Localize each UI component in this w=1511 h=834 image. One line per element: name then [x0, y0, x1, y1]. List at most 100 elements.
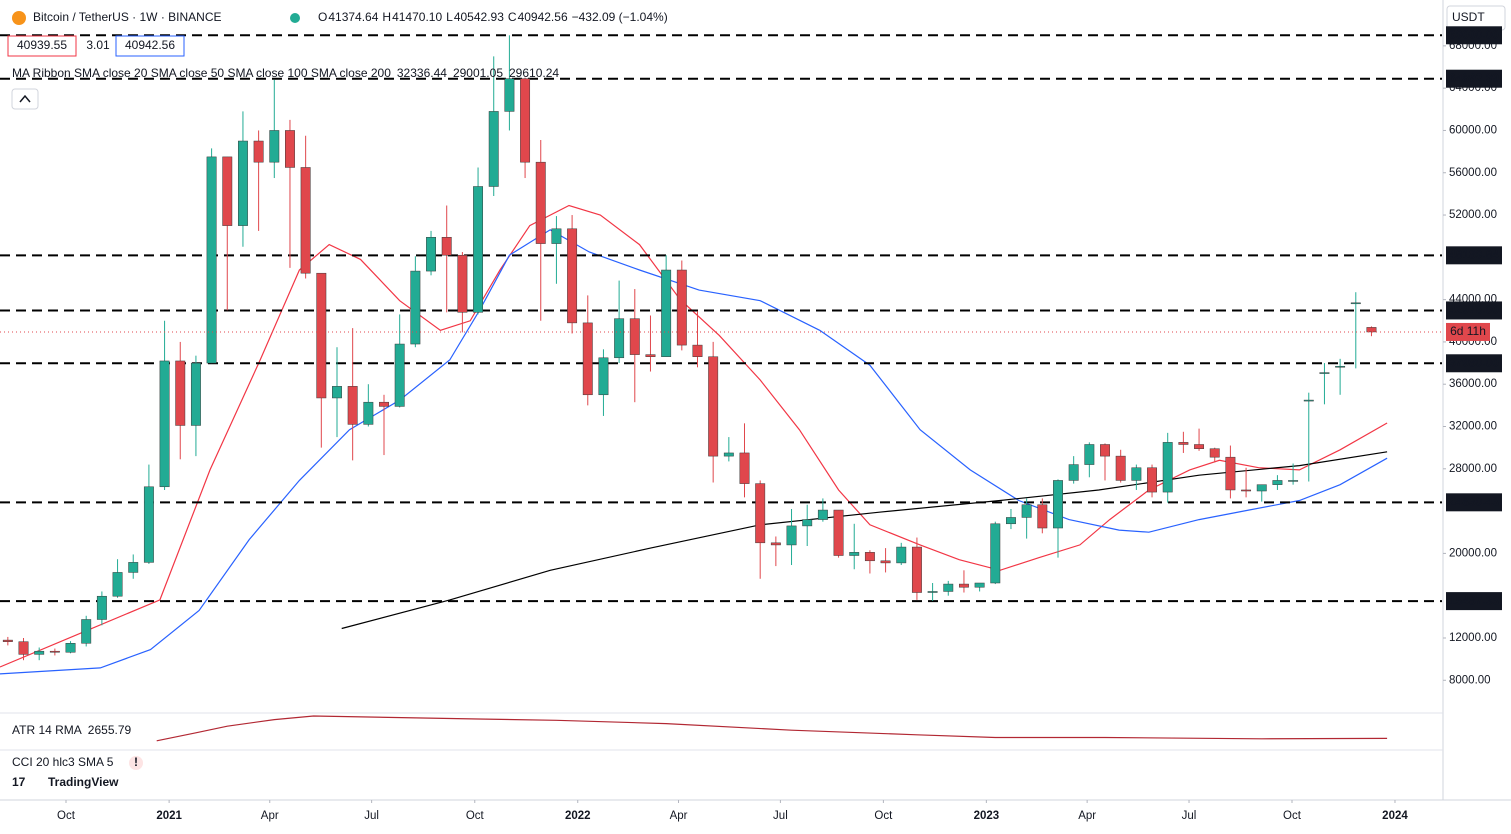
- candle-body: [2, 639, 13, 642]
- bid-box: [7, 35, 77, 57]
- candle-body: [1366, 327, 1377, 333]
- candle-body: [1147, 467, 1157, 493]
- candle-body: [1131, 467, 1142, 481]
- x-tick-label: Apr: [261, 810, 279, 822]
- candle-body: [911, 546, 922, 593]
- candle-body: [18, 641, 29, 655]
- x-tick-label: Jul: [1182, 810, 1197, 822]
- candle-body: [990, 523, 1001, 584]
- candle-body: [285, 130, 295, 168]
- candle-body: [1100, 444, 1110, 457]
- ma-legend: MA Ribbon SMA close 20 SMA close 50 SMA …: [12, 66, 559, 80]
- y-tick-label: 8000.00: [1449, 674, 1491, 686]
- candle-body: [81, 619, 92, 644]
- ohlc-key: L: [446, 10, 453, 24]
- candle-body: [206, 156, 217, 364]
- candle-body: [896, 546, 907, 564]
- x-tick-label: 2023: [974, 810, 1000, 822]
- x-tick-label: Apr: [670, 810, 688, 822]
- level-label-box: [1446, 354, 1502, 373]
- x-tick-label: Oct: [466, 810, 485, 822]
- candle-body: [817, 509, 828, 520]
- candle-body: [175, 360, 186, 426]
- level-label: 15487.33: [1449, 593, 1499, 607]
- brand-logo: 17: [12, 775, 26, 789]
- candle-body: [1241, 489, 1252, 492]
- level-label: 64892.99: [1449, 71, 1499, 85]
- ohlc-legend: O 41374.64 H 41470.10 L 40542.93 C 40942.56 −432…: [318, 10, 668, 24]
- candle-body: [614, 318, 625, 359]
- candle-body: [598, 357, 609, 396]
- ohlc-value: 40942.56: [518, 10, 568, 24]
- candle-body: [833, 509, 844, 556]
- candle-body: [755, 483, 766, 544]
- candle-body: [864, 552, 875, 562]
- candle-body: [1225, 456, 1236, 491]
- candle-body: [974, 582, 985, 588]
- x-tick-label: Oct: [57, 810, 76, 822]
- candle-body: [269, 130, 280, 163]
- candle-body: [1021, 504, 1032, 518]
- candle-body: [1053, 480, 1063, 529]
- change: −432.09 (−1.04%): [572, 10, 668, 24]
- atr-value: 2655.79: [88, 723, 132, 737]
- candle-body: [551, 228, 562, 244]
- collapse-button[interactable]: [11, 88, 39, 110]
- candle-body: [143, 486, 154, 563]
- candle-body: [1194, 444, 1205, 449]
- candle-body: [708, 356, 719, 457]
- bid-price: 40939.55: [17, 38, 67, 52]
- candle-body: [582, 322, 593, 396]
- candle-body: [1006, 517, 1016, 525]
- symbol-icon: [12, 11, 26, 25]
- candle-body: [1350, 302, 1361, 305]
- candle-body: [300, 167, 311, 274]
- level-label-box: [1446, 69, 1502, 88]
- atr-label: ATR 14 RMA: [12, 723, 82, 737]
- cci-warning-mark: !: [134, 755, 138, 769]
- candle-body: [1084, 444, 1095, 465]
- candle-body: [958, 583, 969, 588]
- candle-body: [849, 552, 860, 556]
- candle-body: [316, 272, 327, 399]
- candle-body: [410, 270, 421, 345]
- candle-body: [520, 78, 531, 163]
- ask-price: 40942.56: [125, 38, 175, 52]
- candle-body: [441, 236, 452, 256]
- candle-body: [567, 228, 578, 324]
- candle-body: [457, 254, 468, 313]
- candle-body: [1115, 455, 1126, 481]
- x-tick-label: Jul: [773, 810, 788, 822]
- level-label-box: [1446, 493, 1502, 512]
- candle-body: [802, 519, 813, 527]
- candle-body: [770, 542, 781, 546]
- y-tick-label: 32000.00: [1449, 421, 1497, 433]
- level-label-box: [1446, 301, 1502, 320]
- ohlc-value: 41374.64: [328, 10, 378, 24]
- plot: [0, 34, 1442, 675]
- candle-body: [676, 269, 687, 346]
- ohlc-value: 41470.10: [392, 10, 442, 24]
- candle-body: [394, 343, 405, 407]
- ohlc-key: C: [508, 10, 517, 24]
- candle-body: [1068, 464, 1079, 481]
- candle-body: [1319, 372, 1330, 374]
- candle-body: [692, 344, 703, 357]
- level-label-box: [1446, 592, 1502, 611]
- atr-line: [156, 715, 1388, 742]
- candle-body: [49, 650, 60, 653]
- ohlc-key: O: [318, 10, 327, 24]
- candle-body: [159, 360, 170, 488]
- ohlc-value: 40542.93: [454, 10, 504, 24]
- ma-legend-value: 32336.44: [397, 66, 447, 80]
- candle-body: [1288, 480, 1299, 482]
- cci-warning: [129, 756, 143, 770]
- collapse-icon: [19, 94, 31, 103]
- x-tick-label: Jul: [364, 810, 379, 822]
- brand-name: TradingView: [48, 775, 119, 789]
- countdown: 6d 11h: [1450, 324, 1486, 338]
- candle-body: [504, 78, 515, 112]
- spread: 3.01: [86, 38, 110, 52]
